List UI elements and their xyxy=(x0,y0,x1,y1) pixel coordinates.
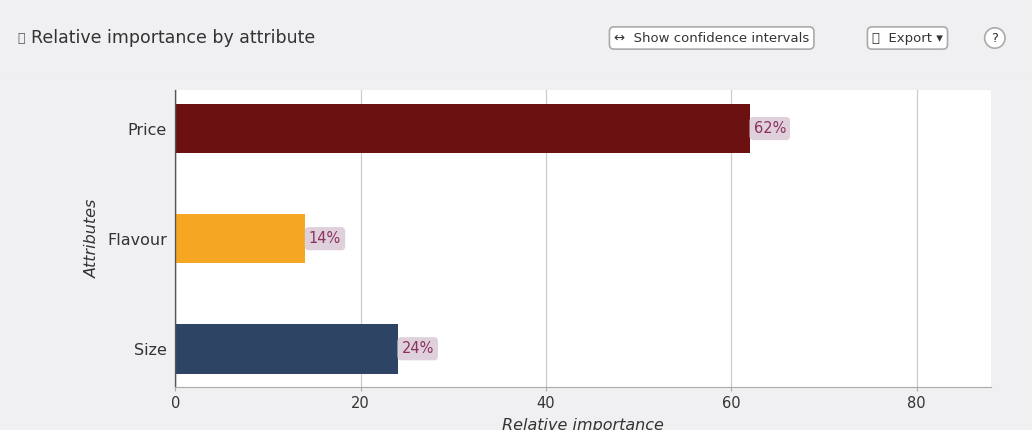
Text: ⤓  Export ▾: ⤓ Export ▾ xyxy=(872,31,943,45)
Text: ⬛: ⬛ xyxy=(18,31,25,45)
Text: 24%: 24% xyxy=(401,341,433,356)
Bar xyxy=(175,104,750,154)
Text: 62%: 62% xyxy=(753,121,786,136)
Bar xyxy=(175,324,397,374)
Y-axis label: Attributes: Attributes xyxy=(86,199,100,278)
Text: ↔  Show confidence intervals: ↔ Show confidence intervals xyxy=(614,31,809,45)
Text: ?: ? xyxy=(992,31,998,45)
Text: Relative importance by attribute: Relative importance by attribute xyxy=(31,29,315,47)
Bar xyxy=(175,214,305,264)
Text: 14%: 14% xyxy=(309,231,342,246)
X-axis label: Relative importance: Relative importance xyxy=(503,418,664,430)
